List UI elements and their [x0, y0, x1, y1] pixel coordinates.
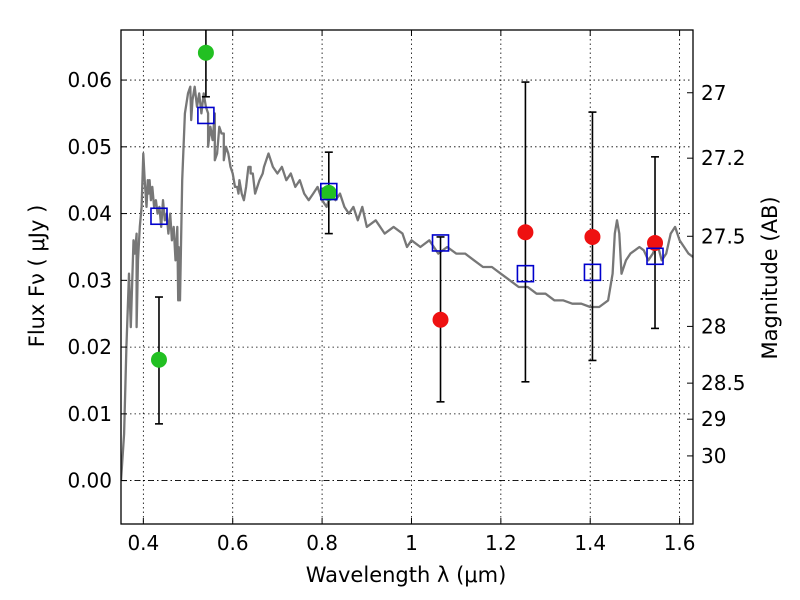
green-point [197, 44, 214, 61]
y-tick-label: 0.03 [67, 268, 112, 292]
y-axis-title: Flux Fν ( μJy ) [25, 205, 49, 348]
y2-tick-label: 28.5 [701, 371, 746, 395]
x-tick-label: 0.6 [217, 531, 249, 555]
tick-labels: 0.4 0.6 0.8 1 1.2 1.4 1.6 0.00 0.01 0.02 0.03 0.04 0… [67, 68, 745, 555]
y2-tick-label: 28 [701, 314, 726, 338]
model-square [150, 207, 168, 226]
plot-frame [120, 29, 694, 525]
green-points-errorbar [201, 30, 210, 98]
x-tick-label: 1 [405, 531, 418, 555]
spectrum-series [121, 85, 693, 481]
error-bars [154, 30, 660, 425]
red-point [432, 311, 449, 328]
ticks [121, 30, 693, 524]
y2-tick-label: 27 [701, 81, 726, 105]
model-square [646, 247, 664, 266]
x-tick-label: 0.8 [306, 531, 338, 555]
model-square [516, 264, 535, 283]
y2-tick-label: 30 [701, 444, 726, 468]
red-point [647, 234, 664, 251]
x-tick-label: 1.6 [664, 531, 696, 555]
y2-tick-label: 27.5 [701, 224, 746, 248]
green-point [150, 351, 167, 368]
y-tick-label: 0.05 [67, 135, 112, 159]
y-tick-label: 0.01 [67, 402, 112, 426]
data-points [150, 44, 664, 368]
y-tick-label: 0.04 [67, 202, 112, 226]
x-tick-label: 0.4 [127, 531, 159, 555]
y-tick-label: 0.02 [67, 335, 112, 359]
y-tick-label: 0.06 [67, 68, 112, 92]
y2-tick-label: 27.2 [701, 146, 746, 170]
model-squares [150, 106, 664, 283]
red-point [584, 228, 601, 245]
red-point [517, 224, 534, 241]
model-square [583, 263, 602, 282]
model-square [319, 182, 338, 201]
model-square [197, 106, 215, 125]
grid [121, 30, 693, 524]
y2-axis-title: Magnitude (AB) [758, 196, 782, 359]
model-square [431, 234, 450, 252]
spectrum-line [121, 85, 693, 481]
green-point [320, 184, 337, 201]
x-tick-label: 1.4 [574, 531, 606, 555]
y-tick-label: 0.00 [67, 469, 112, 493]
y2-tick-label: 29 [701, 407, 726, 431]
x-axis-title: Wavelength λ (μm) [306, 563, 507, 587]
x-tick-label: 1.2 [485, 531, 517, 555]
